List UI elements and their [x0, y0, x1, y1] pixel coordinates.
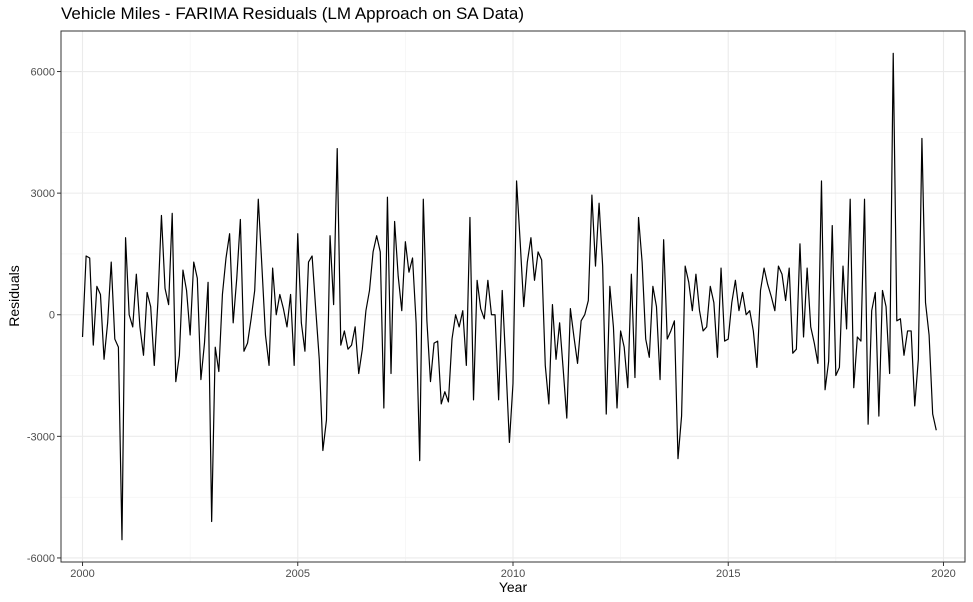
major-gridlines [61, 31, 965, 562]
x-axis: 2000 2005 2010 2015 2020 [70, 562, 956, 580]
y-tick-label: -6000 [27, 553, 55, 565]
residuals-series-line [81, 52, 937, 541]
series-layer [81, 52, 937, 541]
x-tick-label: 2005 [286, 568, 310, 580]
x-tick-label: 2015 [716, 568, 740, 580]
y-tick-label: 6000 [31, 67, 55, 79]
y-tick-label: -3000 [27, 431, 55, 443]
chart-title: Vehicle Miles - FARIMA Residuals (LM App… [61, 4, 524, 23]
x-axis-title: Year [499, 579, 528, 595]
x-tick-label: 2020 [931, 568, 955, 580]
y-tick-label: 3000 [31, 188, 55, 200]
x-tick-label: 2010 [501, 568, 525, 580]
y-axis-title: Residuals [6, 265, 22, 326]
x-tick-label: 2000 [70, 568, 94, 580]
y-tick-label: 0 [49, 310, 55, 322]
y-axis: -6000 -3000 0 3000 6000 [27, 67, 61, 565]
